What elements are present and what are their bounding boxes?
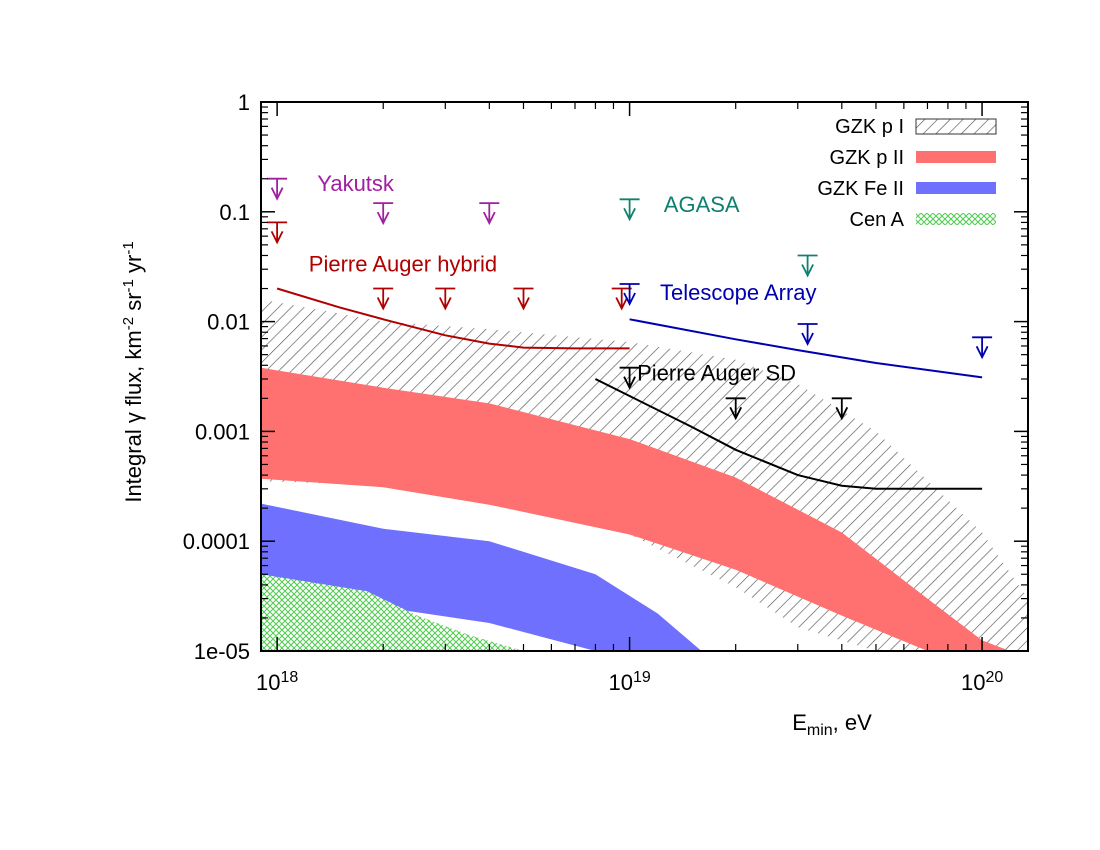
upper-limit-pierre-auger-hybrid-0 [267, 221, 288, 245]
y-tick-label: 0.0001 [183, 529, 250, 554]
upper-limit-layer [267, 177, 993, 421]
axis-ticks [261, 101, 1028, 652]
line-layer [276, 287, 983, 490]
band-gzk-p-ii [261, 367, 1010, 651]
upper-limit-yakutsk-2 [479, 202, 500, 226]
legend-swatch [915, 118, 997, 135]
legend-label: GZK Fe II [817, 178, 904, 200]
legend-entry-gzk-p-ii: GZK p II [830, 147, 996, 169]
x-axis-label-base: E [792, 710, 807, 735]
label-agasa: AGASA [664, 192, 740, 217]
line-pierre-auger-hybrid [276, 287, 630, 350]
legend: GZK p I GZK p II GZK Fe II Cen A [817, 116, 997, 231]
x-tick-label: 1018 [256, 669, 298, 696]
legend-label: Cen A [850, 209, 905, 231]
plot-frame [260, 101, 1029, 652]
label-pierre-auger-sd: Pierre Auger SD [637, 361, 796, 386]
upper-limit-yakutsk-0 [267, 177, 288, 201]
x-axis-label-rest: , eV [833, 710, 872, 735]
legend-label: GZK p II [830, 147, 904, 169]
y-tick-label: 1 [238, 90, 250, 115]
band-layer [261, 299, 1028, 651]
label-telescope-array: Telescope Array [660, 280, 817, 305]
upper-limit-pierre-auger-hybrid-2 [435, 287, 456, 311]
upper-limit-pierre-auger-hybrid-1 [373, 287, 394, 311]
x-axis-label-sub: min [807, 722, 833, 739]
annotation-layer: Yakutsk AGASA Pierre Auger hybrid Telescope… [309, 171, 817, 386]
upper-limit-yakutsk-1 [373, 202, 394, 226]
upper-limit-telescope-array-1 [797, 323, 818, 347]
upper-limit-telescope-array-0 [619, 283, 640, 307]
legend-swatch [916, 151, 996, 163]
line-pierre-auger-sd [594, 378, 983, 490]
legend-entry-gzk-fe-ii: GZK Fe II [817, 178, 996, 200]
y-tick-label: 0.01 [207, 310, 250, 335]
x-tick-label: 1019 [608, 669, 650, 696]
line-telescope-array [629, 318, 983, 379]
upper-limit-pierre-auger-sd-2 [831, 397, 852, 421]
y-tick-label: 1e-05 [194, 639, 250, 664]
y-tick-label: 0.1 [219, 200, 250, 225]
label-yakutsk: Yakutsk [317, 171, 395, 196]
legend-entry-cen-a: Cen A [850, 209, 996, 231]
label-pierre-auger-hybrid: Pierre Auger hybrid [309, 252, 497, 277]
upper-limit-agasa-0 [619, 198, 640, 222]
band-gzk-fe-ii [261, 503, 702, 651]
x-axis-label: Emin, eV [792, 710, 872, 739]
upper-limit-telescope-array-2 [972, 336, 993, 360]
upper-limit-pierre-auger-hybrid-3 [513, 287, 534, 311]
y-axis-label: Integral γ flux, km-2 sr-1 yr-1 [120, 241, 147, 502]
upper-limit-pierre-auger-sd-1 [725, 397, 746, 421]
y-tick-label: 0.001 [195, 419, 250, 444]
legend-entry-gzk-p-i: GZK p I [835, 116, 997, 138]
x-tick-label: 1020 [961, 669, 1003, 696]
upper-limit-pierre-auger-sd-0 [619, 366, 640, 390]
legend-label: GZK p I [835, 116, 904, 138]
band-cen-a [261, 574, 524, 651]
legend-swatch [916, 182, 996, 194]
upper-limit-agasa-1 [797, 254, 818, 278]
legend-swatch [916, 213, 996, 225]
upper-limit-pierre-auger-hybrid-4 [611, 287, 632, 311]
